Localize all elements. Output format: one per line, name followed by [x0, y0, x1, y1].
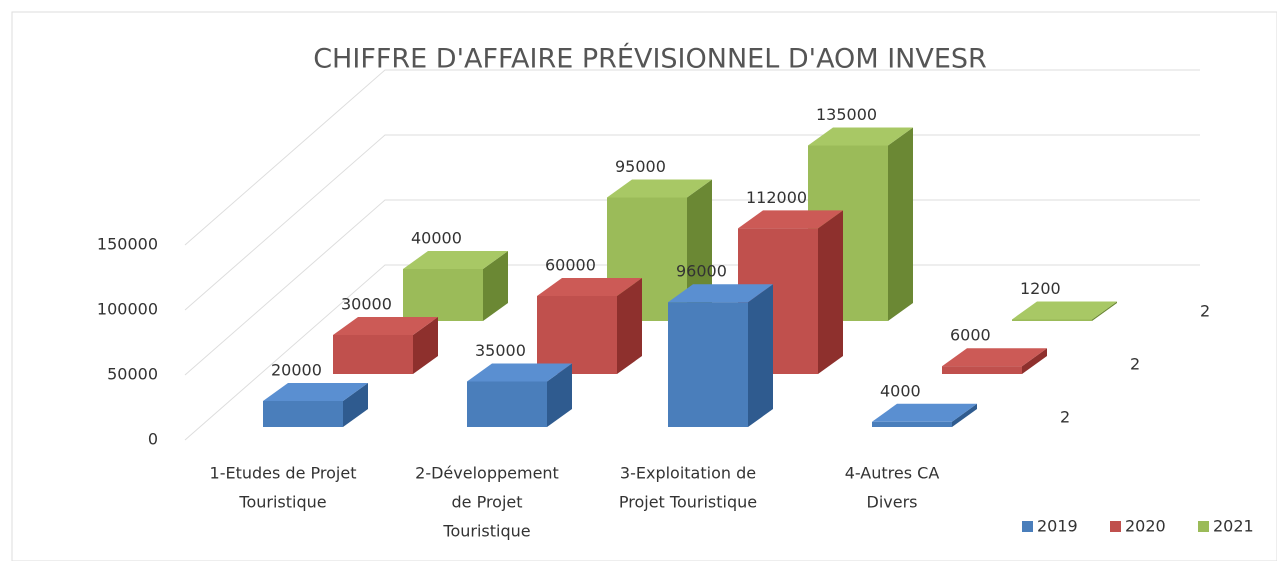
- depth-label: 2: [1060, 408, 1070, 427]
- legend-swatch: [1022, 521, 1033, 532]
- legend-label: 2019: [1037, 517, 1078, 536]
- y-tick-label: 150000: [97, 235, 158, 254]
- value-label: 4000: [880, 381, 921, 400]
- x-tick-label: 4-Autres CA: [845, 464, 940, 483]
- value-label: 60000: [545, 256, 596, 275]
- x-tick-label: 1-Etudes de Projet: [210, 464, 357, 483]
- bar-top: [403, 251, 508, 269]
- chart-title: CHIFFRE D'AFFAIRE PRÉVISIONNEL D'AOM INV…: [313, 43, 987, 75]
- x-tick-label: 3-Exploitation de: [620, 464, 756, 483]
- legend-swatch: [1110, 521, 1121, 532]
- bar: [942, 366, 1022, 374]
- value-label: 30000: [341, 295, 392, 314]
- bar-side: [617, 278, 642, 374]
- bar-side: [343, 383, 368, 427]
- x-tick-label: Divers: [867, 493, 918, 512]
- x-tick-label: Touristique: [442, 522, 530, 541]
- bar: [333, 335, 413, 374]
- bar-side: [818, 210, 843, 374]
- depth-label: 2: [1200, 302, 1210, 321]
- x-tick-label: 2-Développement: [415, 464, 559, 483]
- bar-top: [808, 127, 913, 146]
- y-tick-label: 100000: [97, 300, 158, 319]
- grid-line: [184, 69, 1200, 246]
- grid-line: [184, 199, 1200, 376]
- bar-side: [888, 127, 913, 321]
- value-label: 1200: [1020, 279, 1061, 298]
- y-tick-label: 0: [148, 430, 158, 449]
- legend-label: 2020: [1125, 517, 1166, 536]
- x-tick-label: Touristique: [238, 493, 326, 512]
- x-tick-label: Projet Touristique: [619, 493, 757, 512]
- value-label: 40000: [411, 229, 462, 248]
- value-label: 95000: [615, 157, 666, 176]
- bar-top: [333, 317, 438, 335]
- bar: [263, 401, 343, 427]
- bar-top: [942, 348, 1047, 367]
- legend-swatch: [1198, 521, 1209, 532]
- grid-line: [184, 134, 1200, 311]
- legend-label: 2021: [1213, 517, 1254, 536]
- value-label: 96000: [676, 262, 727, 281]
- bar: [403, 269, 483, 321]
- bar-top: [738, 210, 843, 229]
- value-label: 135000: [816, 105, 877, 124]
- bar-side: [547, 363, 572, 427]
- value-label: 35000: [475, 341, 526, 360]
- value-label: 20000: [271, 361, 322, 380]
- bar-side: [952, 403, 977, 427]
- bar-side: [413, 317, 438, 374]
- y-tick-label: 50000: [107, 365, 158, 384]
- depth-label: 2: [1130, 355, 1140, 374]
- bar-side: [483, 251, 508, 321]
- bar-top: [668, 284, 773, 303]
- bar-top: [263, 383, 368, 401]
- bar: [467, 381, 547, 427]
- grid-line: [184, 264, 1200, 441]
- bar: [872, 421, 952, 427]
- bar-top: [537, 278, 642, 296]
- bar-top: [607, 179, 712, 198]
- value-label: 112000: [746, 188, 807, 207]
- bar-side: [1092, 301, 1117, 321]
- bar-top: [1012, 301, 1117, 320]
- value-label: 6000: [950, 326, 991, 345]
- bar-side: [1022, 348, 1047, 374]
- bar-top: [872, 403, 977, 422]
- bar-side: [748, 284, 773, 427]
- bar-top: [467, 363, 572, 382]
- bar: [1012, 319, 1092, 321]
- bar: [537, 296, 617, 374]
- bar: [668, 302, 748, 427]
- x-tick-label: de Projet: [451, 493, 522, 512]
